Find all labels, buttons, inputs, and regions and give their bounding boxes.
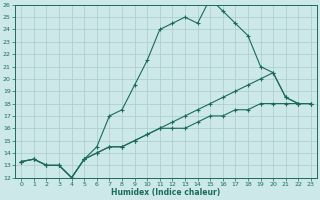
X-axis label: Humidex (Indice chaleur): Humidex (Indice chaleur) <box>111 188 221 197</box>
